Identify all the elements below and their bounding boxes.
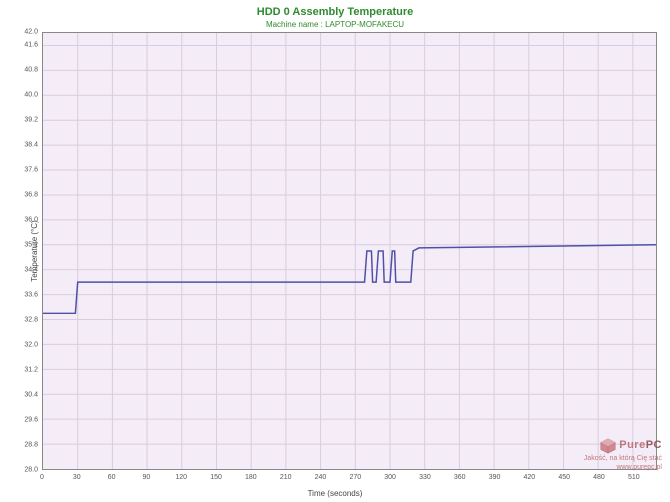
y-tick-label: 33.6 xyxy=(8,291,38,298)
x-tick-label: 360 xyxy=(454,474,466,481)
x-tick-label: 90 xyxy=(143,474,151,481)
x-tick-label: 330 xyxy=(419,474,431,481)
chart-title: HDD 0 Assembly Temperature xyxy=(0,0,670,18)
x-tick-label: 420 xyxy=(524,474,536,481)
x-tick-label: 450 xyxy=(558,474,570,481)
y-tick-label: 28.8 xyxy=(8,441,38,448)
x-tick-label: 300 xyxy=(384,474,396,481)
y-tick-label: 32.0 xyxy=(8,341,38,348)
y-tick-label: 36.8 xyxy=(8,191,38,198)
x-tick-label: 150 xyxy=(210,474,222,481)
watermark-tagline: Jakość, na którą Cię stać xyxy=(584,455,662,462)
x-tick-label: 30 xyxy=(73,474,81,481)
x-tick-label: 210 xyxy=(280,474,292,481)
watermark-brand-left: Pure xyxy=(619,439,645,451)
y-tick-label: 42.0 xyxy=(8,29,38,36)
x-tick-label: 480 xyxy=(593,474,605,481)
y-tick-label: 36.0 xyxy=(8,216,38,223)
x-tick-label: 0 xyxy=(40,474,44,481)
y-tick-label: 29.6 xyxy=(8,416,38,423)
watermark-url: www.purepc.pl xyxy=(616,464,662,471)
x-axis-title: Time (seconds) xyxy=(308,489,363,498)
y-tick-label: 37.6 xyxy=(8,166,38,173)
y-tick-label: 40.0 xyxy=(8,91,38,98)
y-tick-label: 38.4 xyxy=(8,141,38,148)
grid-and-series xyxy=(43,33,656,469)
plot-area xyxy=(42,32,657,470)
y-tick-label: 32.8 xyxy=(8,316,38,323)
x-tick-label: 120 xyxy=(175,474,187,481)
y-tick-label: 39.2 xyxy=(8,116,38,123)
x-tick-label: 60 xyxy=(108,474,116,481)
x-tick-label: 270 xyxy=(349,474,361,481)
y-tick-label: 40.8 xyxy=(8,66,38,73)
y-tick-label: 28.0 xyxy=(8,467,38,474)
watermark-logo: PurePC Jakość, na którą Cię stać www.pur… xyxy=(584,437,662,472)
y-tick-label: 30.4 xyxy=(8,391,38,398)
x-tick-label: 240 xyxy=(315,474,327,481)
y-tick-label: 34.4 xyxy=(8,266,38,273)
y-tick-label: 31.2 xyxy=(8,366,38,373)
x-tick-label: 180 xyxy=(245,474,257,481)
y-tick-label: 35.2 xyxy=(8,241,38,248)
chart-container: { "chart": { "type": "line", "title": "H… xyxy=(0,0,670,502)
x-tick-label: 390 xyxy=(489,474,501,481)
watermark-brand-right: PC xyxy=(646,439,662,451)
y-tick-label: 41.6 xyxy=(8,41,38,48)
cube-icon xyxy=(599,437,617,455)
chart-subtitle: Machine name : LAPTOP-MOFAKECU xyxy=(0,18,670,29)
x-tick-label: 510 xyxy=(628,474,640,481)
